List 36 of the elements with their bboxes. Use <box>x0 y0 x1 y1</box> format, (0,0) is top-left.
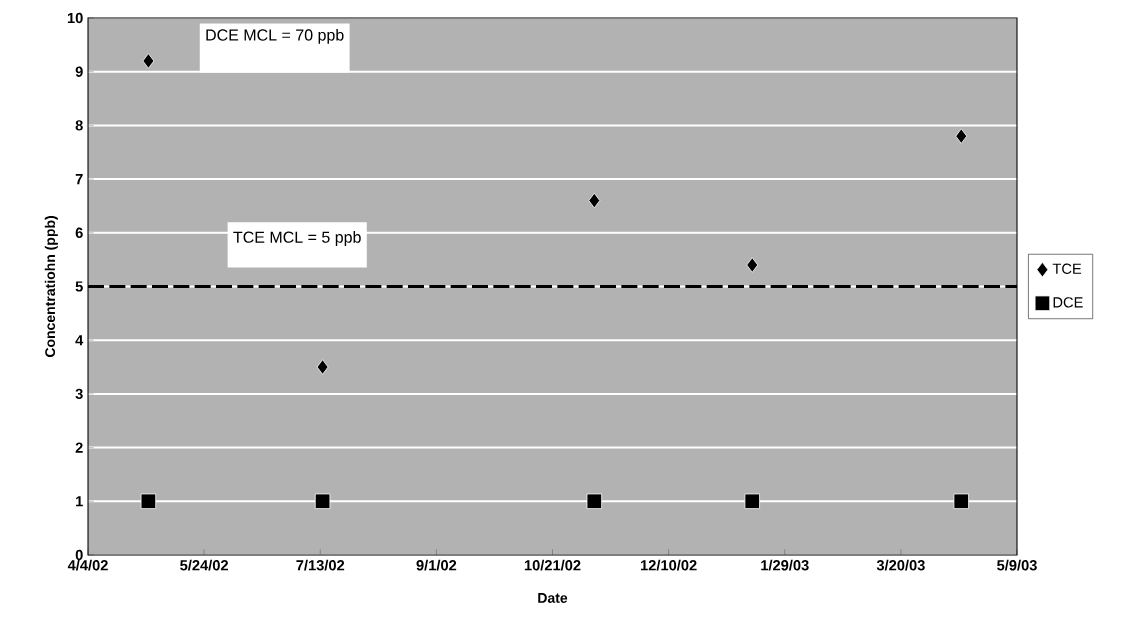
x-axis-title: Date <box>538 593 568 603</box>
x-tick-label: 5/24/02 <box>180 559 229 571</box>
ref-line-label: TCE MCL = 5 ppb <box>233 231 361 247</box>
legend-label: TCE <box>1052 263 1082 274</box>
y-tick-label: 2 <box>75 442 83 453</box>
y-tick-label: 8 <box>75 120 83 131</box>
y-axis-title: Concentratiohn (ppb) <box>44 216 58 358</box>
point <box>588 192 601 209</box>
point <box>140 493 157 510</box>
y-tick-label: 3 <box>75 388 83 400</box>
y-tick-label: 5 <box>75 281 83 292</box>
point <box>744 493 760 510</box>
y-tick-label: 4 <box>75 335 84 346</box>
x-tick-label: 12/10/02 <box>641 559 697 571</box>
point <box>142 53 155 69</box>
y-tick-label: 7 <box>75 174 83 185</box>
y-tick-label: 0 <box>75 549 83 561</box>
point <box>314 493 331 510</box>
legend-label: DCE <box>1053 297 1083 308</box>
x-tick-label: 7/13/02 <box>296 559 345 571</box>
point <box>953 493 969 510</box>
y-tick-label: 9 <box>75 66 83 77</box>
y-tick-label: 10 <box>67 12 83 24</box>
x-tick-label: 9/1/02 <box>416 559 457 571</box>
point <box>316 359 329 375</box>
y-tick-label: 1 <box>76 496 83 507</box>
point <box>746 257 759 273</box>
y-tick-label: 6 <box>75 227 83 238</box>
x-tick-label: 10/21/02 <box>524 559 581 571</box>
x-tick-label: 3/20/03 <box>876 559 925 571</box>
point <box>586 493 603 510</box>
x-tick-label: 4/4/02 <box>67 559 108 571</box>
x-tick-label: 1/29/03 <box>761 559 809 571</box>
annotation: DCE MCL = 70 ppb <box>206 28 344 44</box>
x-tick-label: 5/9/03 <box>997 559 1037 571</box>
point <box>955 128 968 144</box>
